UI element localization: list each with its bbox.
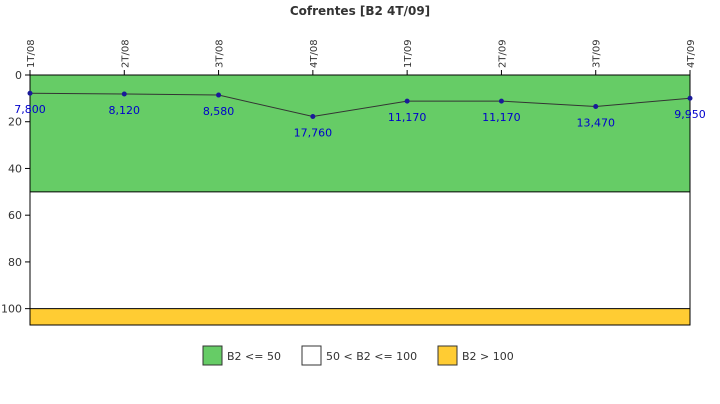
- y-tick-label: 0: [15, 69, 22, 82]
- data-label: 11,170: [482, 111, 521, 124]
- legend-swatch: [301, 345, 322, 366]
- legend-label: 50 < B2 <= 100: [326, 350, 417, 363]
- data-label: 9,950: [674, 108, 706, 121]
- x-tick-label: 4T/09: [686, 39, 697, 68]
- data-point: [27, 90, 33, 96]
- band-1: [30, 191, 690, 309]
- legend-swatch: [202, 345, 223, 366]
- x-tick-label: 1T/08: [26, 39, 37, 68]
- y-tick-label: 20: [8, 116, 22, 129]
- data-label: 8,580: [203, 105, 235, 118]
- plot-frame: [29, 74, 691, 326]
- data-label: 13,470: [576, 116, 615, 129]
- data-point: [593, 103, 599, 109]
- legend-label: B2 <= 50: [227, 350, 281, 363]
- legend-swatch: [437, 345, 458, 366]
- x-tick-label: 3T/09: [592, 39, 603, 68]
- data-label: 17,760: [294, 126, 333, 139]
- data-label: 8,120: [109, 104, 141, 117]
- data-label: 11,170: [388, 111, 427, 124]
- data-label: 7,800: [14, 103, 46, 116]
- x-tick-label: 1T/09: [403, 39, 414, 68]
- y-tick-label: 100: [1, 303, 22, 316]
- band-2: [30, 308, 690, 325]
- series-line: [29, 92, 691, 118]
- legend-label: B2 > 100: [462, 350, 514, 363]
- data-point: [310, 113, 316, 119]
- y-tick-label: 60: [8, 209, 22, 222]
- x-tick-label: 4T/08: [309, 39, 320, 68]
- y-tick-label: 80: [8, 256, 22, 269]
- band-0: [30, 75, 690, 192]
- x-tick-label: 2T/08: [120, 39, 131, 68]
- data-point: [498, 98, 504, 104]
- chart-title: Cofrentes [B2 4T/09]: [290, 4, 430, 18]
- x-tick-label: 2T/09: [497, 39, 508, 68]
- y-tick-label: 40: [8, 162, 22, 175]
- data-point: [404, 98, 410, 104]
- data-point: [216, 92, 222, 98]
- data-point: [121, 91, 127, 97]
- x-tick-label: 3T/08: [215, 39, 226, 68]
- data-point: [687, 95, 693, 101]
